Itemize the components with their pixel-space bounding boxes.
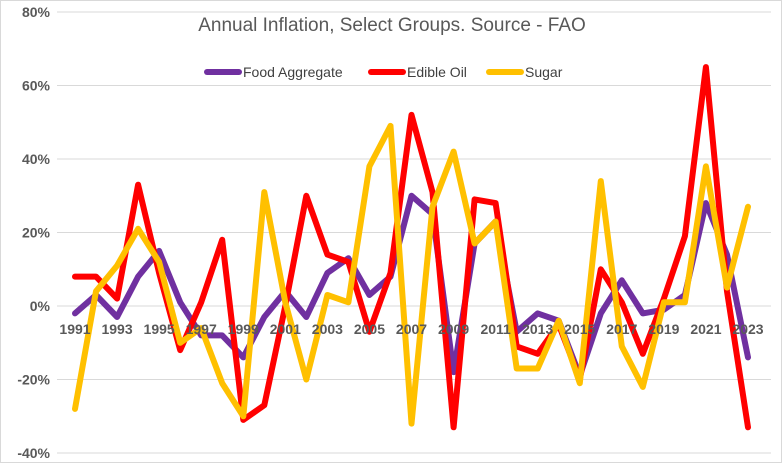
legend-label: Edible Oil	[407, 64, 467, 80]
x-tick-label: 2017	[606, 321, 637, 337]
x-tick-label: 1991	[59, 321, 90, 337]
x-tick-label: 2011	[480, 321, 511, 337]
series-line-3	[72, 122, 751, 427]
y-tick-label: 20%	[22, 225, 51, 241]
x-tick-label: 2007	[396, 321, 427, 337]
gridlines	[57, 11, 771, 454]
x-tick-label: 2005	[354, 321, 385, 337]
legend: Food Aggregate Edible Oil Sugar	[204, 64, 563, 80]
x-tick-label: 2001	[270, 321, 301, 337]
y-tick-label: -40%	[17, 445, 50, 461]
x-tick-label: 2009	[438, 321, 469, 337]
x-tick-label: 1993	[101, 321, 132, 337]
series-line-2	[72, 64, 751, 431]
y-tick-label: 60%	[22, 78, 51, 94]
y-tick-label: 0%	[30, 298, 51, 314]
x-tick-label: 1995	[144, 321, 175, 337]
y-axis-ticks: -40% -20% 0% 20% 40% 60% 80%	[17, 4, 50, 461]
x-tick-label: 1997	[186, 321, 217, 337]
series-line-1	[72, 192, 751, 379]
x-tick-label: 2003	[312, 321, 343, 337]
y-tick-label: 80%	[22, 4, 51, 20]
y-tick-label: -20%	[17, 372, 50, 388]
chart-title: Annual Inflation, Select Groups. Source …	[198, 15, 586, 36]
series-lines	[72, 64, 751, 431]
x-tick-label: 2019	[648, 321, 679, 337]
x-tick-label: 2015	[564, 321, 595, 337]
legend-label: Sugar	[525, 64, 563, 80]
x-tick-label: 2021	[690, 321, 721, 337]
x-tick-label: 1999	[228, 321, 259, 337]
legend-label: Food Aggregate	[243, 64, 343, 80]
x-tick-label: 2023	[732, 321, 763, 337]
x-axis-ticks: 1991 1993 1995 1997 1999 2001 2003 2005 2007 2009…	[59, 321, 763, 337]
y-tick-label: 40%	[22, 151, 51, 167]
x-tick-label: 2013	[522, 321, 553, 337]
